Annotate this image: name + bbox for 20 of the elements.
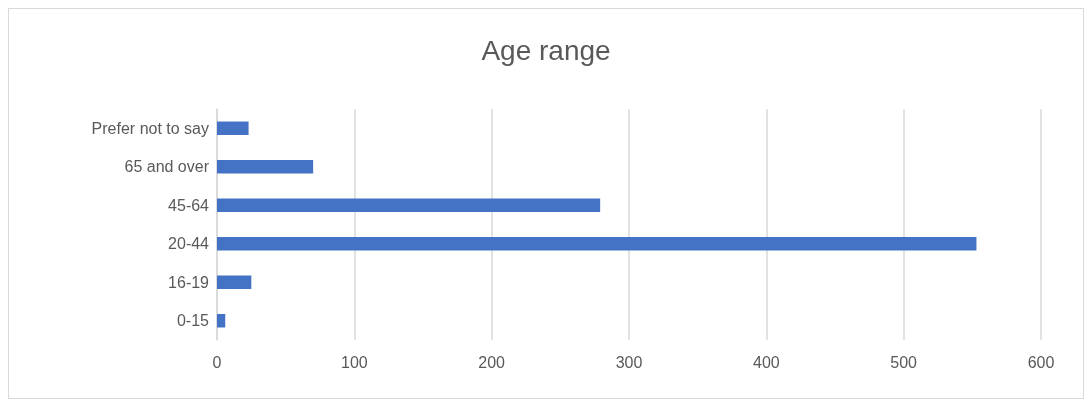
bar [217,160,314,174]
bar [217,237,977,251]
y-tick-label: 65 and over [124,158,210,176]
bar [217,121,249,135]
bar [217,275,252,289]
x-tick-label: 0 [212,353,222,371]
x-tick-label: 600 [1027,353,1055,371]
y-tick-label: Prefer not to say [91,119,209,137]
bar [217,198,601,212]
x-tick-label: 100 [340,353,368,371]
y-tick-label: 45-64 [168,196,210,214]
x-tick-label: 500 [890,353,918,371]
y-tick-label: 20-44 [168,235,210,253]
y-tick-label: 0-15 [176,312,210,330]
x-tick-label: 200 [478,353,506,371]
bar [217,314,226,328]
x-tick-label: 400 [752,353,780,371]
x-tick-label: 300 [615,353,643,371]
chart-title: Age range [481,34,611,66]
y-tick-label: 16-19 [168,273,210,291]
